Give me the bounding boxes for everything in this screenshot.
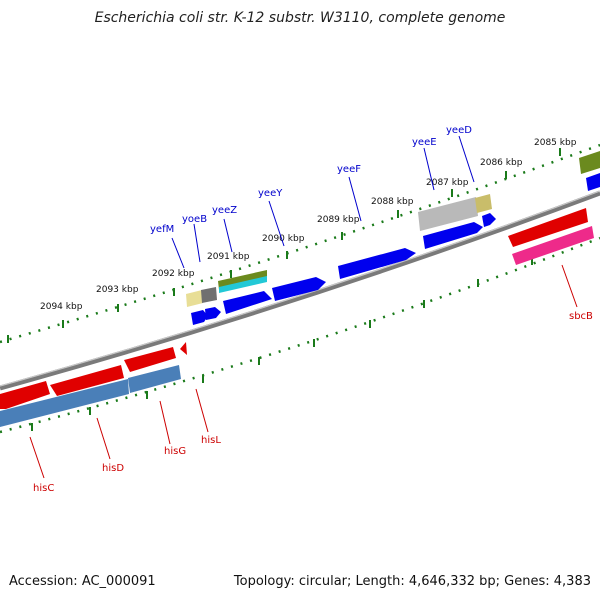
gene-arrow <box>512 226 594 265</box>
reverse-leaders <box>29 264 578 479</box>
gene-block <box>418 197 478 231</box>
gene-arrow <box>223 291 272 314</box>
gene-arrow <box>205 307 221 320</box>
gene-arrow <box>586 173 600 191</box>
topology-text: Topology: circular; Length: 4,646,332 bp… <box>233 574 591 589</box>
kbp-label: 2088 kbp <box>371 197 414 207</box>
gene-label-sbcB[interactable]: sbcB <box>569 311 593 322</box>
forward-strand-features <box>186 151 600 307</box>
accession-text: Accession: AC_000091 <box>9 574 156 589</box>
lower-scale <box>0 236 600 434</box>
genome-backbone <box>0 190 600 391</box>
gene-arrow <box>508 208 588 247</box>
kbp-label: 2091 kbp <box>207 252 250 262</box>
reverse-blocks <box>0 365 181 427</box>
gene-label-yeeF[interactable]: yeeF <box>337 164 361 175</box>
gene-arrow <box>272 277 326 301</box>
gene-block <box>475 194 492 213</box>
gene-label-hisL[interactable]: hisL <box>201 435 221 446</box>
kbp-label: 2085 kbp <box>534 138 577 148</box>
gene-block <box>219 276 267 293</box>
kbp-label: 2087 kbp <box>426 178 469 188</box>
gene-arrow <box>191 310 208 325</box>
gene-label-yeeD[interactable]: yeeD <box>446 125 472 136</box>
gene-block <box>186 290 203 307</box>
gene-arrow <box>124 347 176 372</box>
kbp-label: 2086 kbp <box>480 158 523 168</box>
gene-block <box>0 379 129 427</box>
gene-block <box>579 151 600 174</box>
kbp-label: 2094 kbp <box>40 302 83 312</box>
gene-label-yoeB[interactable]: yoeB <box>182 214 207 225</box>
forward-arrows <box>191 173 600 325</box>
gene-label-hisC[interactable]: hisC <box>33 483 54 494</box>
map-title: Escherichia coli str. K-12 substr. W3110… <box>94 10 506 26</box>
gene-label-yeeY[interactable]: yeeY <box>258 188 283 199</box>
gene-block <box>128 365 181 393</box>
gene-label-yefM[interactable]: yefM <box>150 224 174 235</box>
kbp-label: 2090 kbp <box>262 234 305 244</box>
upper-scale <box>0 143 600 344</box>
gene-label-hisD[interactable]: hisD <box>102 463 124 474</box>
kbp-label: 2093 kbp <box>96 285 139 295</box>
gene-arrow <box>0 381 50 409</box>
kbp-label: 2092 kbp <box>152 269 195 279</box>
gene-arrow <box>50 365 124 396</box>
kbp-label: 2089 kbp <box>317 215 360 225</box>
gene-arrow <box>482 213 496 227</box>
gene-label-yeeZ[interactable]: yeeZ <box>212 205 237 216</box>
gene-arrow <box>180 342 187 355</box>
forward-leaders <box>171 135 475 269</box>
gene-label-yeeE[interactable]: yeeE <box>412 137 437 148</box>
gene-block <box>201 287 217 303</box>
gene-arrow <box>423 222 483 249</box>
gene-label-hisG[interactable]: hisG <box>164 446 186 457</box>
reverse-arrows <box>0 208 594 409</box>
gene-arrow <box>338 248 416 279</box>
genome-backbone-highlight <box>0 190 600 387</box>
